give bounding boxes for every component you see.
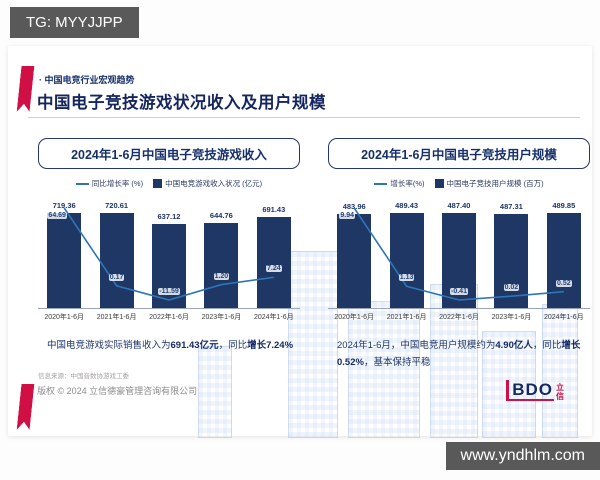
chart-title: 2024年1-6月中国电子竞技游戏收入 — [71, 148, 267, 162]
bar-value-label: 487.31 — [499, 201, 523, 211]
bar — [99, 213, 134, 308]
x-axis-tick-label: 2020年1-6月 — [334, 314, 375, 321]
bar-value-label: 489.85 — [552, 201, 576, 210]
x-axis-tick-label: 2022年1-6月 — [149, 314, 189, 321]
slide: · 中国电竞行业宏观趋势 中国电子竞技游戏状况收入及用户规模 2024年1-6月… — [8, 46, 592, 438]
legend-label: 中国电竞游戏收入状况 (亿元) — [165, 179, 263, 188]
bar — [204, 223, 239, 308]
tg-watermark-badge: TG: MYYJJPP — [10, 7, 139, 38]
charts-row: 2024年1-6月中国电子竞技游戏收入 同比增长率 (%) 中国电竞游戏收入状况 … — [38, 138, 590, 371]
bar — [47, 213, 82, 308]
section-eyebrow: · 中国电竞行业宏观趋势 — [39, 75, 135, 85]
line-value-label: 0.52 — [555, 279, 572, 287]
summary-segment: ，同比 — [218, 340, 248, 351]
red-ribbon-icon — [17, 384, 35, 430]
legend-label: 中国电子竞技用户规模 (百万) — [446, 179, 544, 188]
chart-panel-users: 2024年1-6月中国电子竞技用户规模 增长率(%) 中国电子竞技用户规模 (百万… — [328, 138, 590, 371]
bdo-cn-bottom: 信 — [556, 391, 564, 401]
bdo-logo-text: BDO — [506, 380, 554, 401]
line-swatch-icon — [75, 182, 89, 185]
x-axis-tick-label: 2022年1-6月 — [439, 314, 479, 321]
line-value-label: -0.41 — [450, 288, 468, 295]
x-axis-tick-label: 2024年1-6月 — [543, 314, 584, 321]
line-value-label: 1.13 — [398, 274, 415, 282]
summary-text: 中国电竞游戏实际销售收入为691.43亿元，同比增长7.24% — [38, 338, 300, 355]
plot-area: 483.96 489.43 487.40 487.31 489.85 9.94 1.13 -0… — [328, 196, 590, 309]
bdo-cn-top: 立 — [556, 383, 564, 393]
bar-value-label: 691.43 — [262, 204, 286, 214]
legend-item-line: 增长率(%) — [374, 178, 425, 189]
source-note: 信息来源：中国音数协游戏工委 — [38, 373, 129, 380]
x-axis-labels: 2020年1-6月 2021年1-6月 2022年1-6月 2023年1-6月 2024… — [38, 312, 300, 322]
slide-footer: 信息来源：中国音数协游戏工委 版权 © 2024 立信德豪管理咨询有限公司 BD… — [8, 366, 592, 436]
bar-value-label: 637.12 — [157, 212, 181, 222]
line-value-label: -11.59 — [158, 288, 180, 295]
legend-label: 同比增长率 (%) — [91, 179, 144, 188]
summary-segment: 4.90亿人 — [495, 340, 533, 351]
summary-segment: ，同比 — [532, 340, 562, 351]
growth-line — [353, 207, 564, 301]
x-axis-tick-label: 2020年1-6月 — [44, 314, 85, 321]
line-value-label: 1.20 — [213, 272, 230, 280]
line-value-label: 64.69 — [47, 212, 67, 219]
x-axis-tick-label: 2024年1-6月 — [253, 314, 294, 321]
bar — [256, 216, 291, 308]
x-axis-tick-label: 2023年1-6月 — [491, 314, 532, 321]
x-axis-tick-label: 2023年1-6月 — [201, 314, 242, 321]
legend-item-line: 同比增长率 (%) — [75, 178, 144, 189]
red-ribbon-icon — [17, 66, 35, 112]
summary-segment: ，基本保持平稳 — [363, 356, 431, 368]
bar-value-label: 719.36 — [52, 201, 76, 211]
bar-swatch-icon — [153, 179, 163, 188]
legend-item-bar: 中国电竞游戏收入状况 (亿元) — [153, 178, 262, 189]
line-swatch-icon — [374, 182, 388, 185]
summary-segment: 中国电竞游戏实际销售收入为 — [47, 340, 171, 351]
page-title: 中国电子竞技游戏状况收入及用户规模 — [37, 94, 326, 112]
bar — [494, 213, 529, 308]
line-value-label: 0.17 — [108, 273, 125, 281]
summary-segment: 增长0.52% — [337, 340, 581, 368]
bar — [389, 213, 424, 308]
chart-legend: 同比增长率 (%) 中国电竞游戏收入状况 (亿元) — [38, 178, 300, 189]
legend-item-bar: 中国电子竞技用户规模 (百万) — [434, 178, 544, 189]
chart-title-box: 2024年1-6月中国电子竞技游戏收入 — [38, 138, 300, 169]
header-divider — [28, 117, 580, 118]
bdo-logo-chinese: 立 信 — [556, 383, 564, 401]
chart-title-box: 2024年1-6月中国电子竞技用户规模 — [328, 138, 590, 169]
chart-legend: 增长率(%) 中国电子竞技用户规模 (百万) — [328, 178, 590, 189]
line-value-label: 0.02 — [503, 284, 520, 292]
summary-segment: 增长7.24% — [247, 340, 294, 351]
chart-title: 2024年1-6月中国电子竞技用户规模 — [361, 148, 557, 162]
growth-line — [63, 207, 274, 301]
legend-label: 增长率(%) — [390, 179, 425, 188]
bdo-logo: BDO 立 信 — [506, 380, 564, 401]
line-value-label: 9.94 — [339, 212, 355, 219]
summary-segment: 691.43亿元 — [170, 340, 219, 351]
bar-swatch-icon — [434, 179, 444, 188]
copyright-text: 版权 © 2024 立信德豪管理咨询有限公司 — [37, 386, 198, 396]
x-axis-tick-label: 2021年1-6月 — [386, 314, 427, 321]
bar-value-label: 720.61 — [105, 201, 129, 210]
bar-value-label: 644.76 — [209, 211, 233, 220]
site-watermark-badge: www.yndhlm.com — [445, 442, 600, 470]
x-axis-labels: 2020年1-6月 2021年1-6月 2022年1-6月 2023年1-6月 2024… — [328, 312, 590, 322]
x-axis-tick-label: 2021年1-6月 — [96, 314, 137, 321]
bar-value-label: 483.96 — [342, 202, 366, 212]
line-value-label: 7.24 — [265, 265, 282, 273]
summary-segment: 2024年1-6月，中国电竞用户规模约为 — [337, 340, 496, 351]
plot-area: 719.36 720.61 637.12 644.76 691.43 64.69 0.17 -… — [38, 196, 300, 309]
bar-value-label: 487.40 — [447, 201, 471, 211]
bar — [337, 214, 372, 308]
bar-value-label: 489.43 — [395, 201, 419, 211]
summary-text: 2024年1-6月，中国电竞用户规模约为4.90亿人，同比增长0.52%，基本保… — [328, 338, 590, 371]
chart-panel-revenue: 2024年1-6月中国电子竞技游戏收入 同比增长率 (%) 中国电竞游戏收入状况 … — [38, 138, 300, 371]
